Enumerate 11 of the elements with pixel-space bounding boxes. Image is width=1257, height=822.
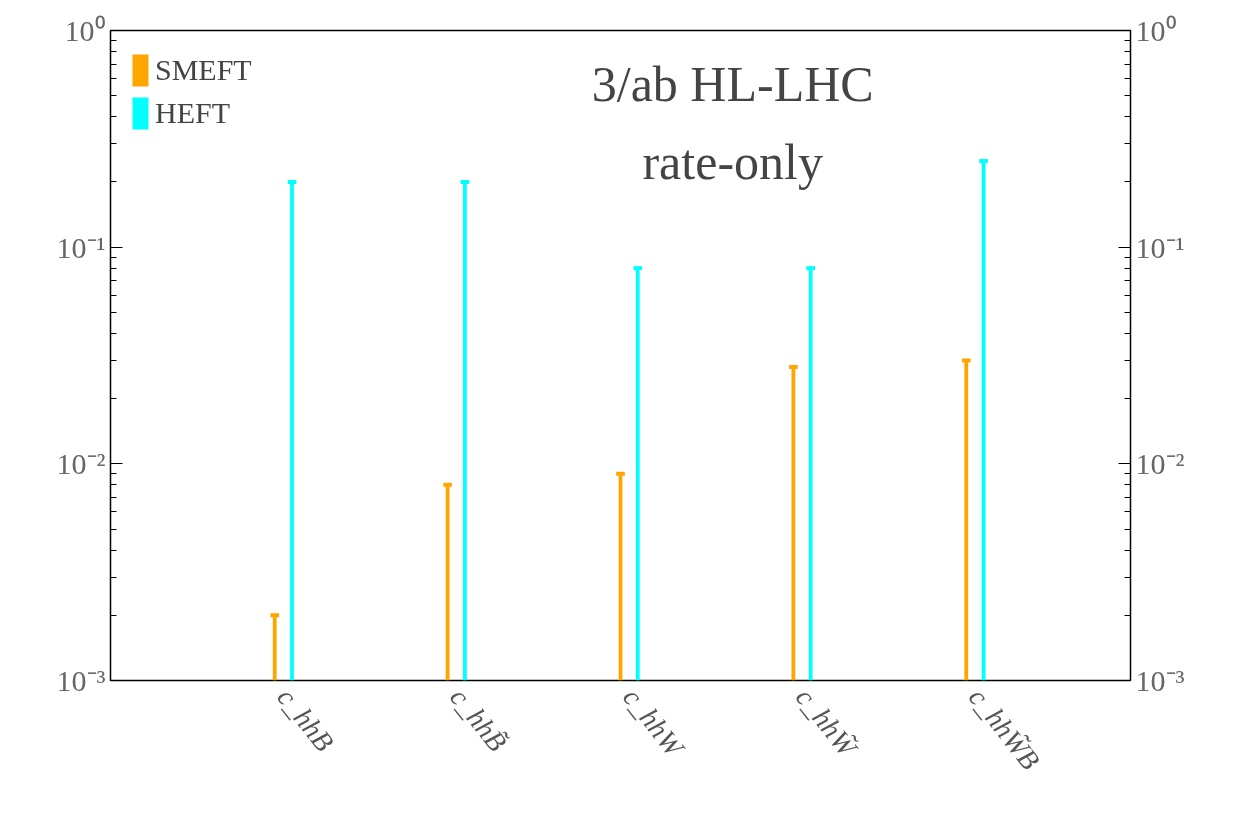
- text: 10⁻²: [56, 447, 106, 481]
- text: 10⁻³: [56, 664, 106, 697]
- y-tick-label: 10⁻²: [1135, 447, 1185, 481]
- y-tick-label: 10⁰: [1135, 14, 1177, 47]
- legend-label: HEFT: [155, 96, 230, 130]
- y-tick-label: 10⁻¹: [1135, 230, 1185, 264]
- annotation: 3/ab HL-LHC rate-only: [591, 55, 874, 190]
- y-tick-label: 10⁻³: [1135, 664, 1185, 697]
- text: 10⁰: [64, 14, 106, 47]
- text: 10⁻¹: [56, 230, 106, 264]
- legend-label: SMEFT: [155, 53, 252, 87]
